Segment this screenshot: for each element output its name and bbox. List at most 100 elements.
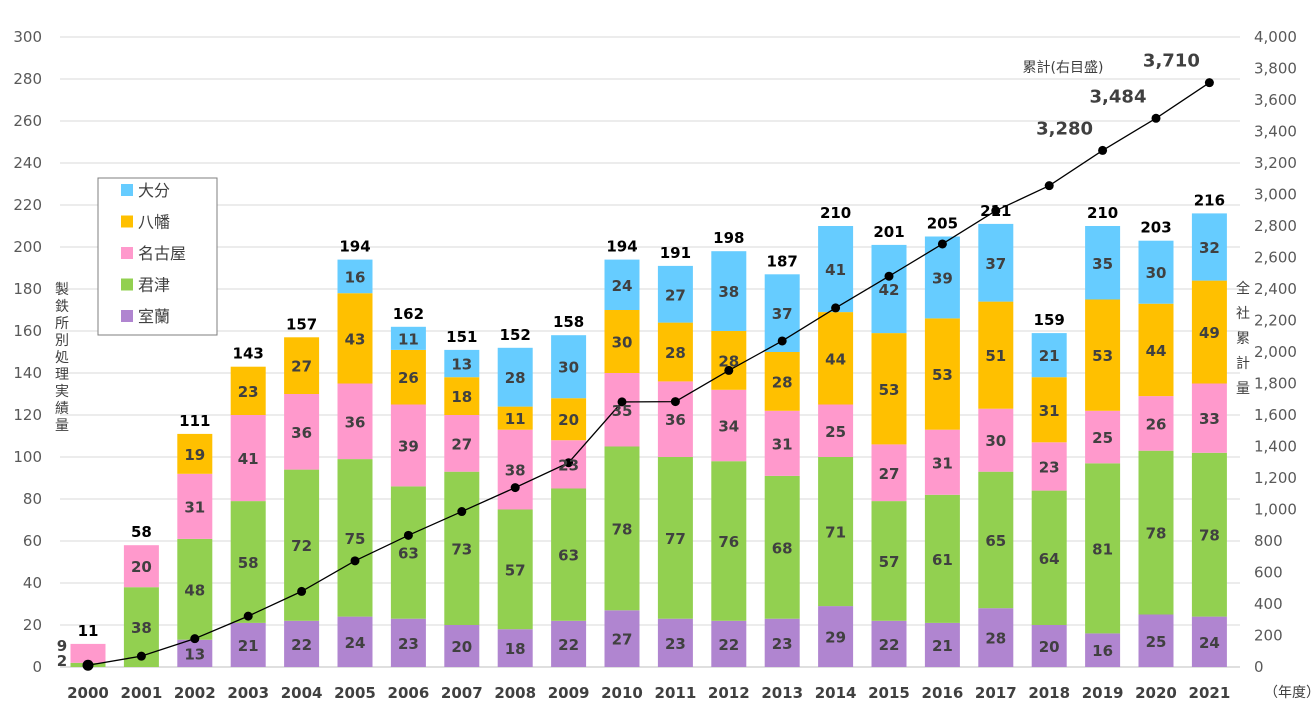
segment-value-label: 41 — [238, 450, 259, 468]
cumulative-point — [831, 303, 841, 313]
bar-total-label: 191 — [660, 244, 691, 262]
segment-value-label: 23 — [772, 635, 793, 653]
segment-value-label: 11 — [505, 410, 526, 428]
x-tick-label: 2017 — [975, 684, 1017, 702]
y2-tick-label: 3,800 — [1254, 60, 1297, 78]
segment-value-label: 37 — [772, 305, 793, 323]
bar-segment — [390, 404, 426, 487]
bar-segment — [924, 494, 960, 623]
y-tick-label: 100 — [13, 448, 42, 466]
cumulative-point — [884, 271, 894, 281]
x-tick-label: 2003 — [227, 684, 269, 702]
segment-value-label: 24 — [345, 634, 366, 652]
y2-tick-label: 1,000 — [1254, 501, 1297, 519]
x-tick-label: 2000 — [67, 684, 109, 702]
bar-segment — [871, 620, 907, 667]
legend-label: 名古屋 — [138, 244, 186, 263]
bar-segment — [70, 643, 106, 663]
bar-total-label: 205 — [927, 215, 958, 233]
left-axis: 0 20 40 60 80 100 120 140 160 180 200 220 240 260 280 3… — [13, 28, 42, 676]
bar-total-label: 216 — [1194, 191, 1225, 209]
bar-segment — [497, 629, 533, 667]
cumulative-point — [617, 397, 627, 407]
bar-segment — [818, 404, 854, 457]
segment-value-label: 16 — [345, 268, 366, 286]
bar-segment — [604, 373, 640, 447]
segment-value-label: 35 — [1092, 255, 1113, 273]
bar-total-label: 58 — [131, 523, 152, 541]
bar-segment — [978, 608, 1014, 667]
y-tick-label: 60 — [23, 532, 42, 550]
legend-label: 大分 — [138, 181, 170, 200]
x-tick-label: 2012 — [708, 684, 750, 702]
y-tick-label: 280 — [13, 70, 42, 88]
segment-value-label: 53 — [1092, 347, 1113, 365]
segment-value-label: 23 — [665, 635, 686, 653]
segment-value-label: 49 — [1199, 324, 1220, 342]
segment-value-label: 30 — [985, 432, 1006, 450]
bar-segment — [1138, 614, 1174, 667]
bar-total-label: 152 — [500, 326, 531, 344]
y2-tick-label: 3,200 — [1254, 154, 1297, 172]
bar-segment — [818, 457, 854, 607]
segment-value-label: 35 — [612, 402, 633, 420]
segment-value-label: 38 — [131, 619, 152, 637]
legend-swatch — [121, 278, 133, 291]
bar-segment — [764, 475, 800, 619]
bar-segment — [390, 326, 426, 350]
y-axis-title-char: 実 — [55, 384, 69, 400]
segment-value-label: 11 — [398, 330, 419, 348]
bar-total-label: 201 — [873, 223, 904, 241]
bar-segment — [444, 377, 480, 415]
y-tick-label: 0 — [32, 658, 42, 676]
bar-segment — [604, 610, 640, 667]
bar-segment — [337, 293, 373, 384]
segment-value-label: 28 — [772, 373, 793, 391]
bar-segment — [337, 459, 373, 617]
bar-total-label: 198 — [713, 229, 744, 247]
bar-segment — [924, 622, 960, 667]
bar-segment — [818, 606, 854, 667]
bar-segment — [177, 473, 213, 539]
bar-segment — [711, 389, 747, 462]
bar-segment — [1031, 442, 1067, 491]
legend-label: 八幡 — [138, 213, 170, 232]
cumulative-point — [1151, 113, 1161, 123]
bar-segment — [444, 625, 480, 667]
bar-segment — [1138, 240, 1174, 304]
bar-segment — [978, 408, 1014, 472]
bar-segment — [871, 444, 907, 502]
segment-value-label: 27 — [451, 435, 472, 453]
bar-segment — [497, 406, 533, 430]
y-tick-label: 220 — [13, 196, 42, 214]
segment-value-label: 25 — [1092, 429, 1113, 447]
bar-segment — [1031, 377, 1067, 443]
x-tick-label: 2014 — [815, 684, 857, 702]
segment-value-label: 44 — [825, 350, 846, 368]
segment-value-label: 20 — [558, 411, 579, 429]
segment-value-label: 63 — [398, 545, 419, 563]
legend-box — [97, 177, 218, 336]
y2-tick-label: 1,200 — [1254, 469, 1297, 487]
bar-segment — [711, 461, 747, 621]
bar-segment — [337, 616, 373, 667]
y-tick-label: 180 — [13, 280, 42, 298]
cumulative-point — [350, 556, 360, 566]
y-tick-label: 300 — [13, 28, 42, 46]
bar-segment — [657, 457, 693, 619]
bar-total-label: 210 — [1087, 204, 1118, 222]
bar-segment — [711, 251, 747, 331]
y-tick-label: 20 — [23, 616, 42, 634]
cumulative-point — [1044, 181, 1054, 191]
y-tick-label: 200 — [13, 238, 42, 256]
segment-value-label: 9 — [57, 637, 67, 655]
cumulative-legend-label: 累計(右目盛) — [1023, 60, 1104, 76]
y2-tick-label: 4,000 — [1254, 28, 1297, 46]
segment-value-label: 22 — [291, 636, 312, 654]
y2-tick-label: 3,400 — [1254, 123, 1297, 141]
bar-segment — [871, 244, 907, 334]
bar-segment — [924, 318, 960, 430]
bar-segment — [1138, 303, 1174, 397]
segment-value-label: 2 — [57, 652, 67, 670]
